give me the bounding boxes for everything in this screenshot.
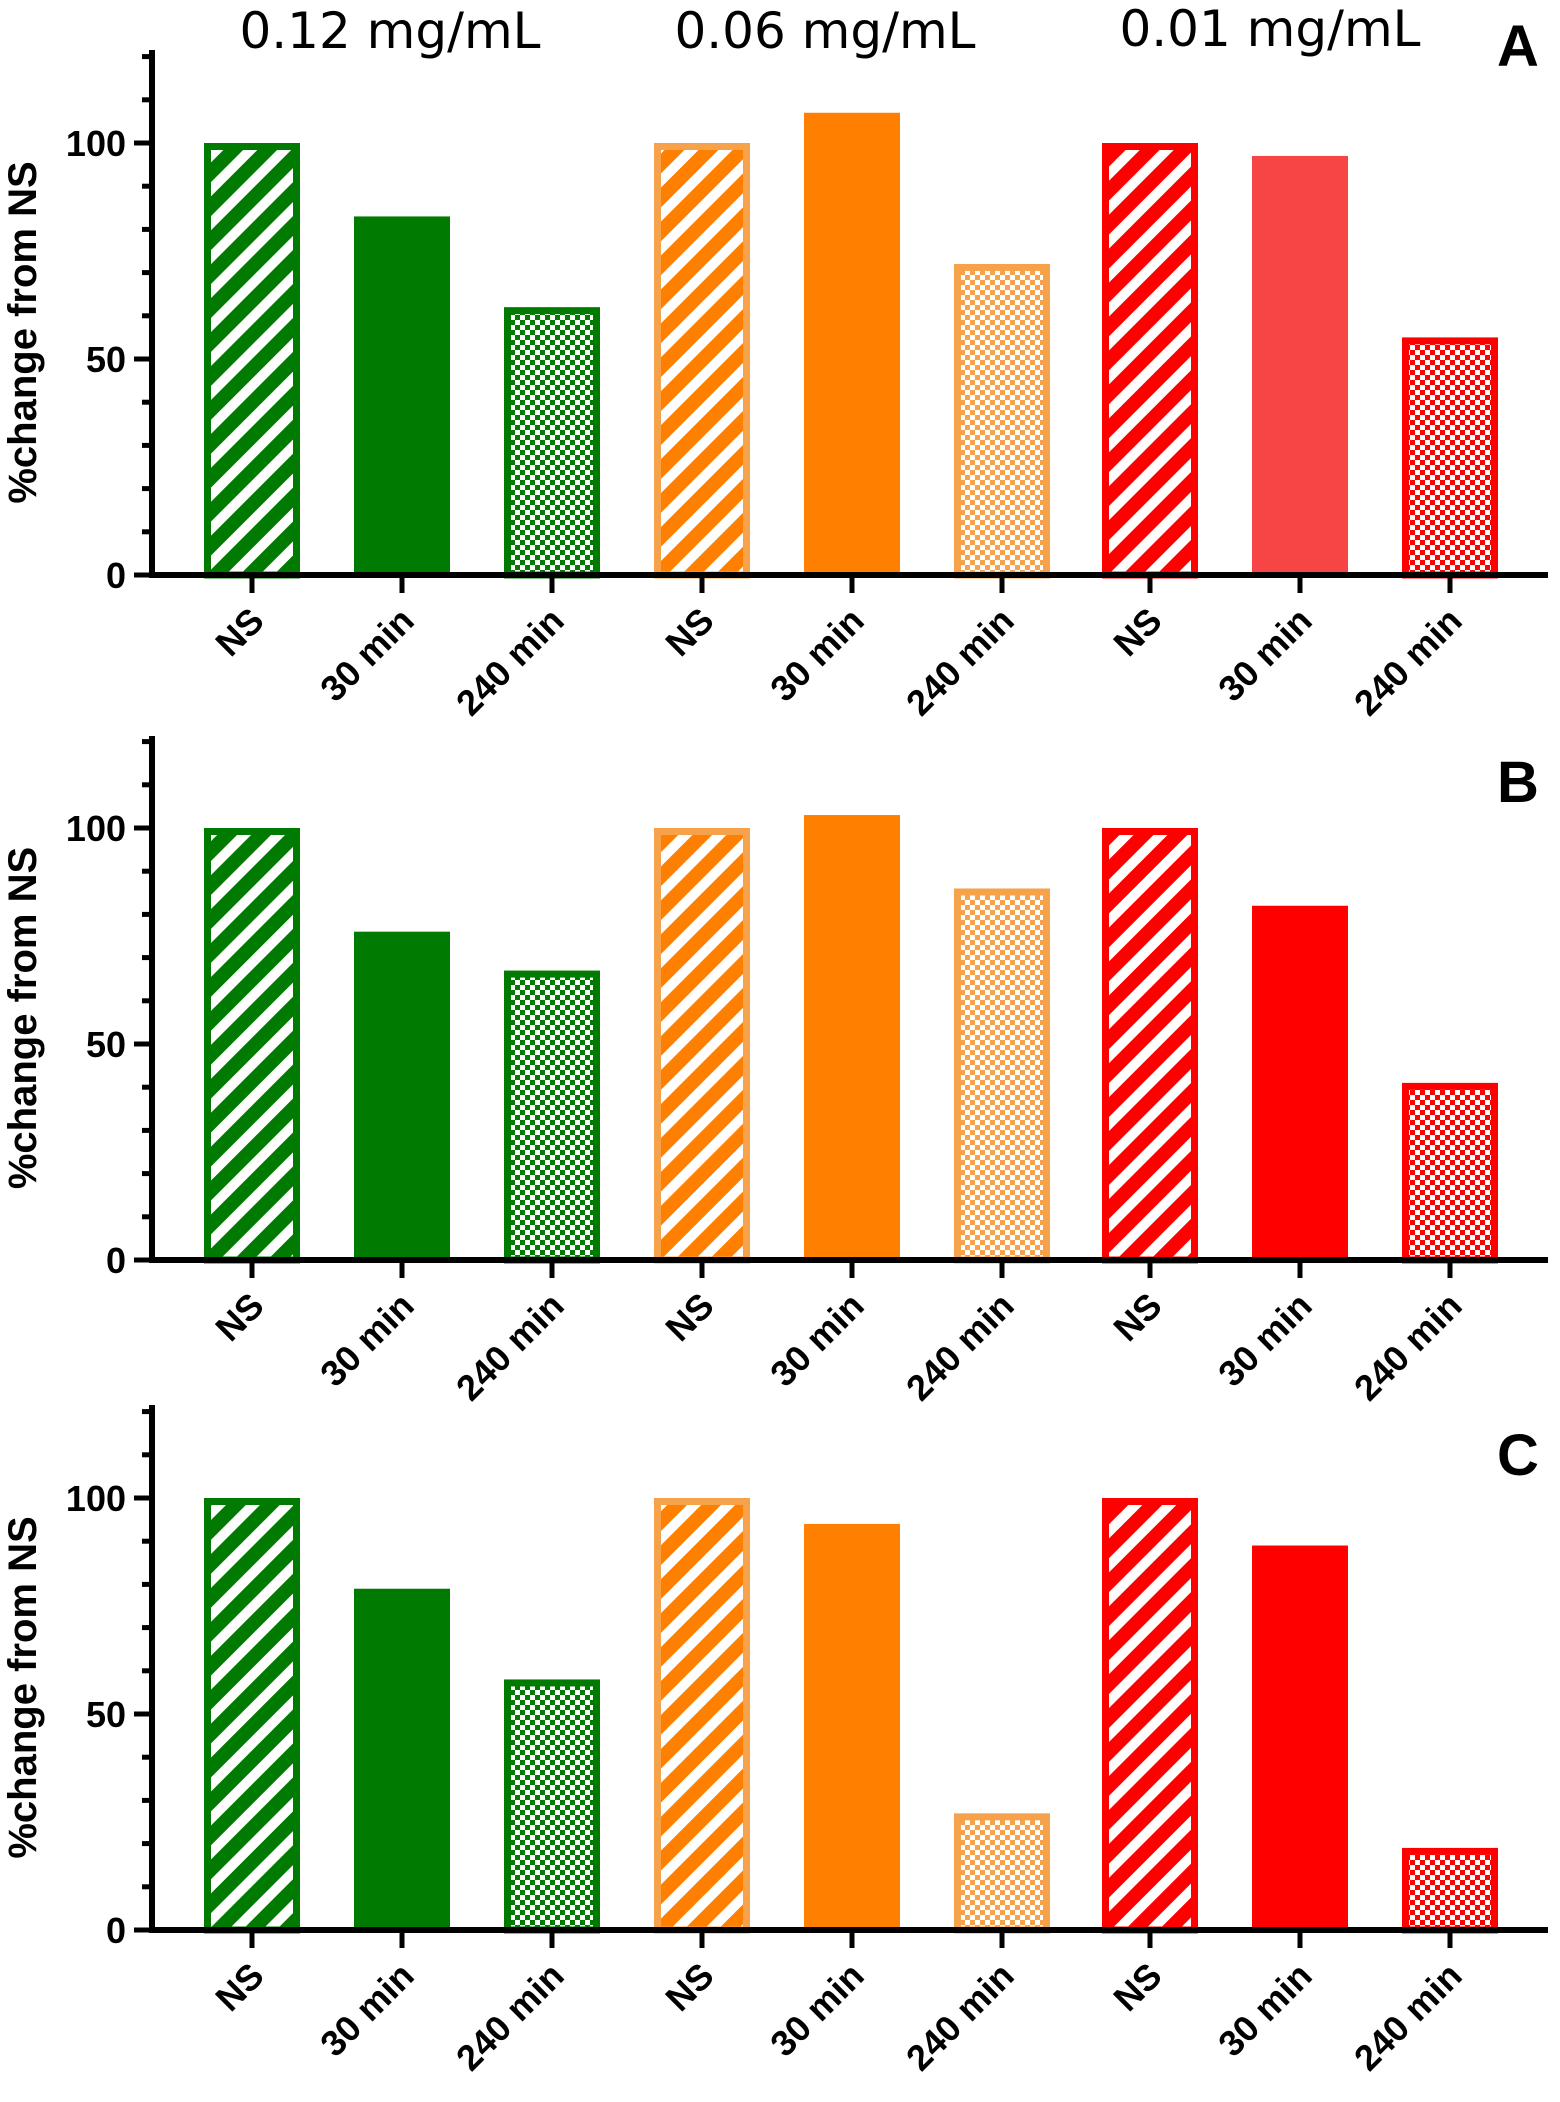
y-tick-label: 0 (106, 1240, 126, 1281)
y-tick-label: 100 (66, 123, 126, 164)
y-tick-label: 100 (66, 1478, 126, 1519)
x-tick-label: 30 min (1210, 1955, 1320, 2065)
x-tick-label: NS (207, 1285, 271, 1349)
panel-letter: B (1497, 750, 1539, 815)
x-tick-label: 30 min (762, 600, 872, 710)
bar-240-min-2 (504, 307, 600, 579)
x-tick-label: 30 min (312, 1955, 422, 2065)
x-tick-label: NS (657, 1285, 721, 1349)
x-tick-label: NS (657, 600, 721, 664)
x-tick-label: 240 min (448, 1285, 572, 1409)
y-axis-label: %change from NS (1, 161, 45, 503)
bar-240-min-8 (1402, 337, 1498, 579)
bar-30-min-7 (1252, 905, 1348, 1260)
y-axis-label: %change from NS (1, 847, 45, 1189)
y-tick-label: 50 (86, 1024, 126, 1065)
bar-240-min-5 (954, 263, 1050, 579)
x-tick-label: 30 min (762, 1955, 872, 2065)
x-tick-label: 30 min (1210, 600, 1320, 710)
bar-240-min-5 (954, 1813, 1050, 1934)
y-tick-label: 0 (106, 555, 126, 596)
concentration-label-0: 0.12 mg/mL (239, 2, 540, 60)
x-tick-label: 240 min (1346, 1285, 1470, 1409)
x-tick-label: 240 min (1346, 600, 1470, 724)
panel-letter: C (1497, 1423, 1539, 1488)
x-tick-label: 30 min (762, 1285, 872, 1395)
bar-ns-0 (204, 1498, 300, 1934)
y-axis-label: %change from NS (1, 1516, 45, 1858)
bar-ns-0 (204, 143, 300, 579)
bar-ns-6 (1102, 828, 1198, 1264)
panel-letter: A (1497, 14, 1539, 79)
bar-30-min-4 (804, 112, 900, 575)
x-tick-label: 30 min (312, 600, 422, 710)
x-tick-label: NS (1105, 600, 1169, 664)
bar-30-min-1 (354, 931, 450, 1260)
x-tick-label: 240 min (448, 1955, 572, 2079)
x-tick-label: NS (1105, 1285, 1169, 1349)
x-tick-label: 240 min (448, 600, 572, 724)
bar-240-min-8 (1402, 1847, 1498, 1934)
concentration-label-1: 0.06 mg/mL (674, 2, 975, 60)
x-tick-label: NS (1105, 1955, 1169, 2019)
concentration-label-2: 0.01 mg/mL (1119, 0, 1420, 58)
bar-ns-3 (654, 828, 750, 1264)
y-tick-label: 50 (86, 339, 126, 380)
bar-30-min-1 (354, 216, 450, 575)
bar-30-min-4 (804, 1523, 900, 1930)
bar-ns-6 (1102, 1498, 1198, 1934)
bar-240-min-2 (504, 1679, 600, 1934)
y-tick-label: 50 (86, 1694, 126, 1735)
x-tick-label: NS (657, 1955, 721, 2019)
y-tick-label: 0 (106, 1910, 126, 1951)
bar-240-min-5 (954, 888, 1050, 1264)
bar-30-min-4 (804, 815, 900, 1260)
x-tick-label: 30 min (1210, 1285, 1320, 1395)
bar-ns-3 (654, 143, 750, 579)
bar-ns-6 (1102, 143, 1198, 579)
bar-30-min-7 (1252, 155, 1348, 575)
y-tick-label: 100 (66, 808, 126, 849)
x-tick-label: 240 min (898, 600, 1022, 724)
bar-30-min-7 (1252, 1545, 1348, 1930)
bar-ns-0 (204, 828, 300, 1264)
bar-30-min-1 (354, 1588, 450, 1930)
bar-240-min-2 (504, 970, 600, 1264)
x-tick-label: 30 min (312, 1285, 422, 1395)
bar-ns-3 (654, 1498, 750, 1934)
x-tick-label: 240 min (898, 1285, 1022, 1409)
x-tick-label: NS (207, 600, 271, 664)
x-tick-label: 240 min (1346, 1955, 1470, 2079)
x-tick-label: NS (207, 1955, 271, 2019)
bar-240-min-8 (1402, 1082, 1498, 1264)
x-tick-label: 240 min (898, 1955, 1022, 2079)
